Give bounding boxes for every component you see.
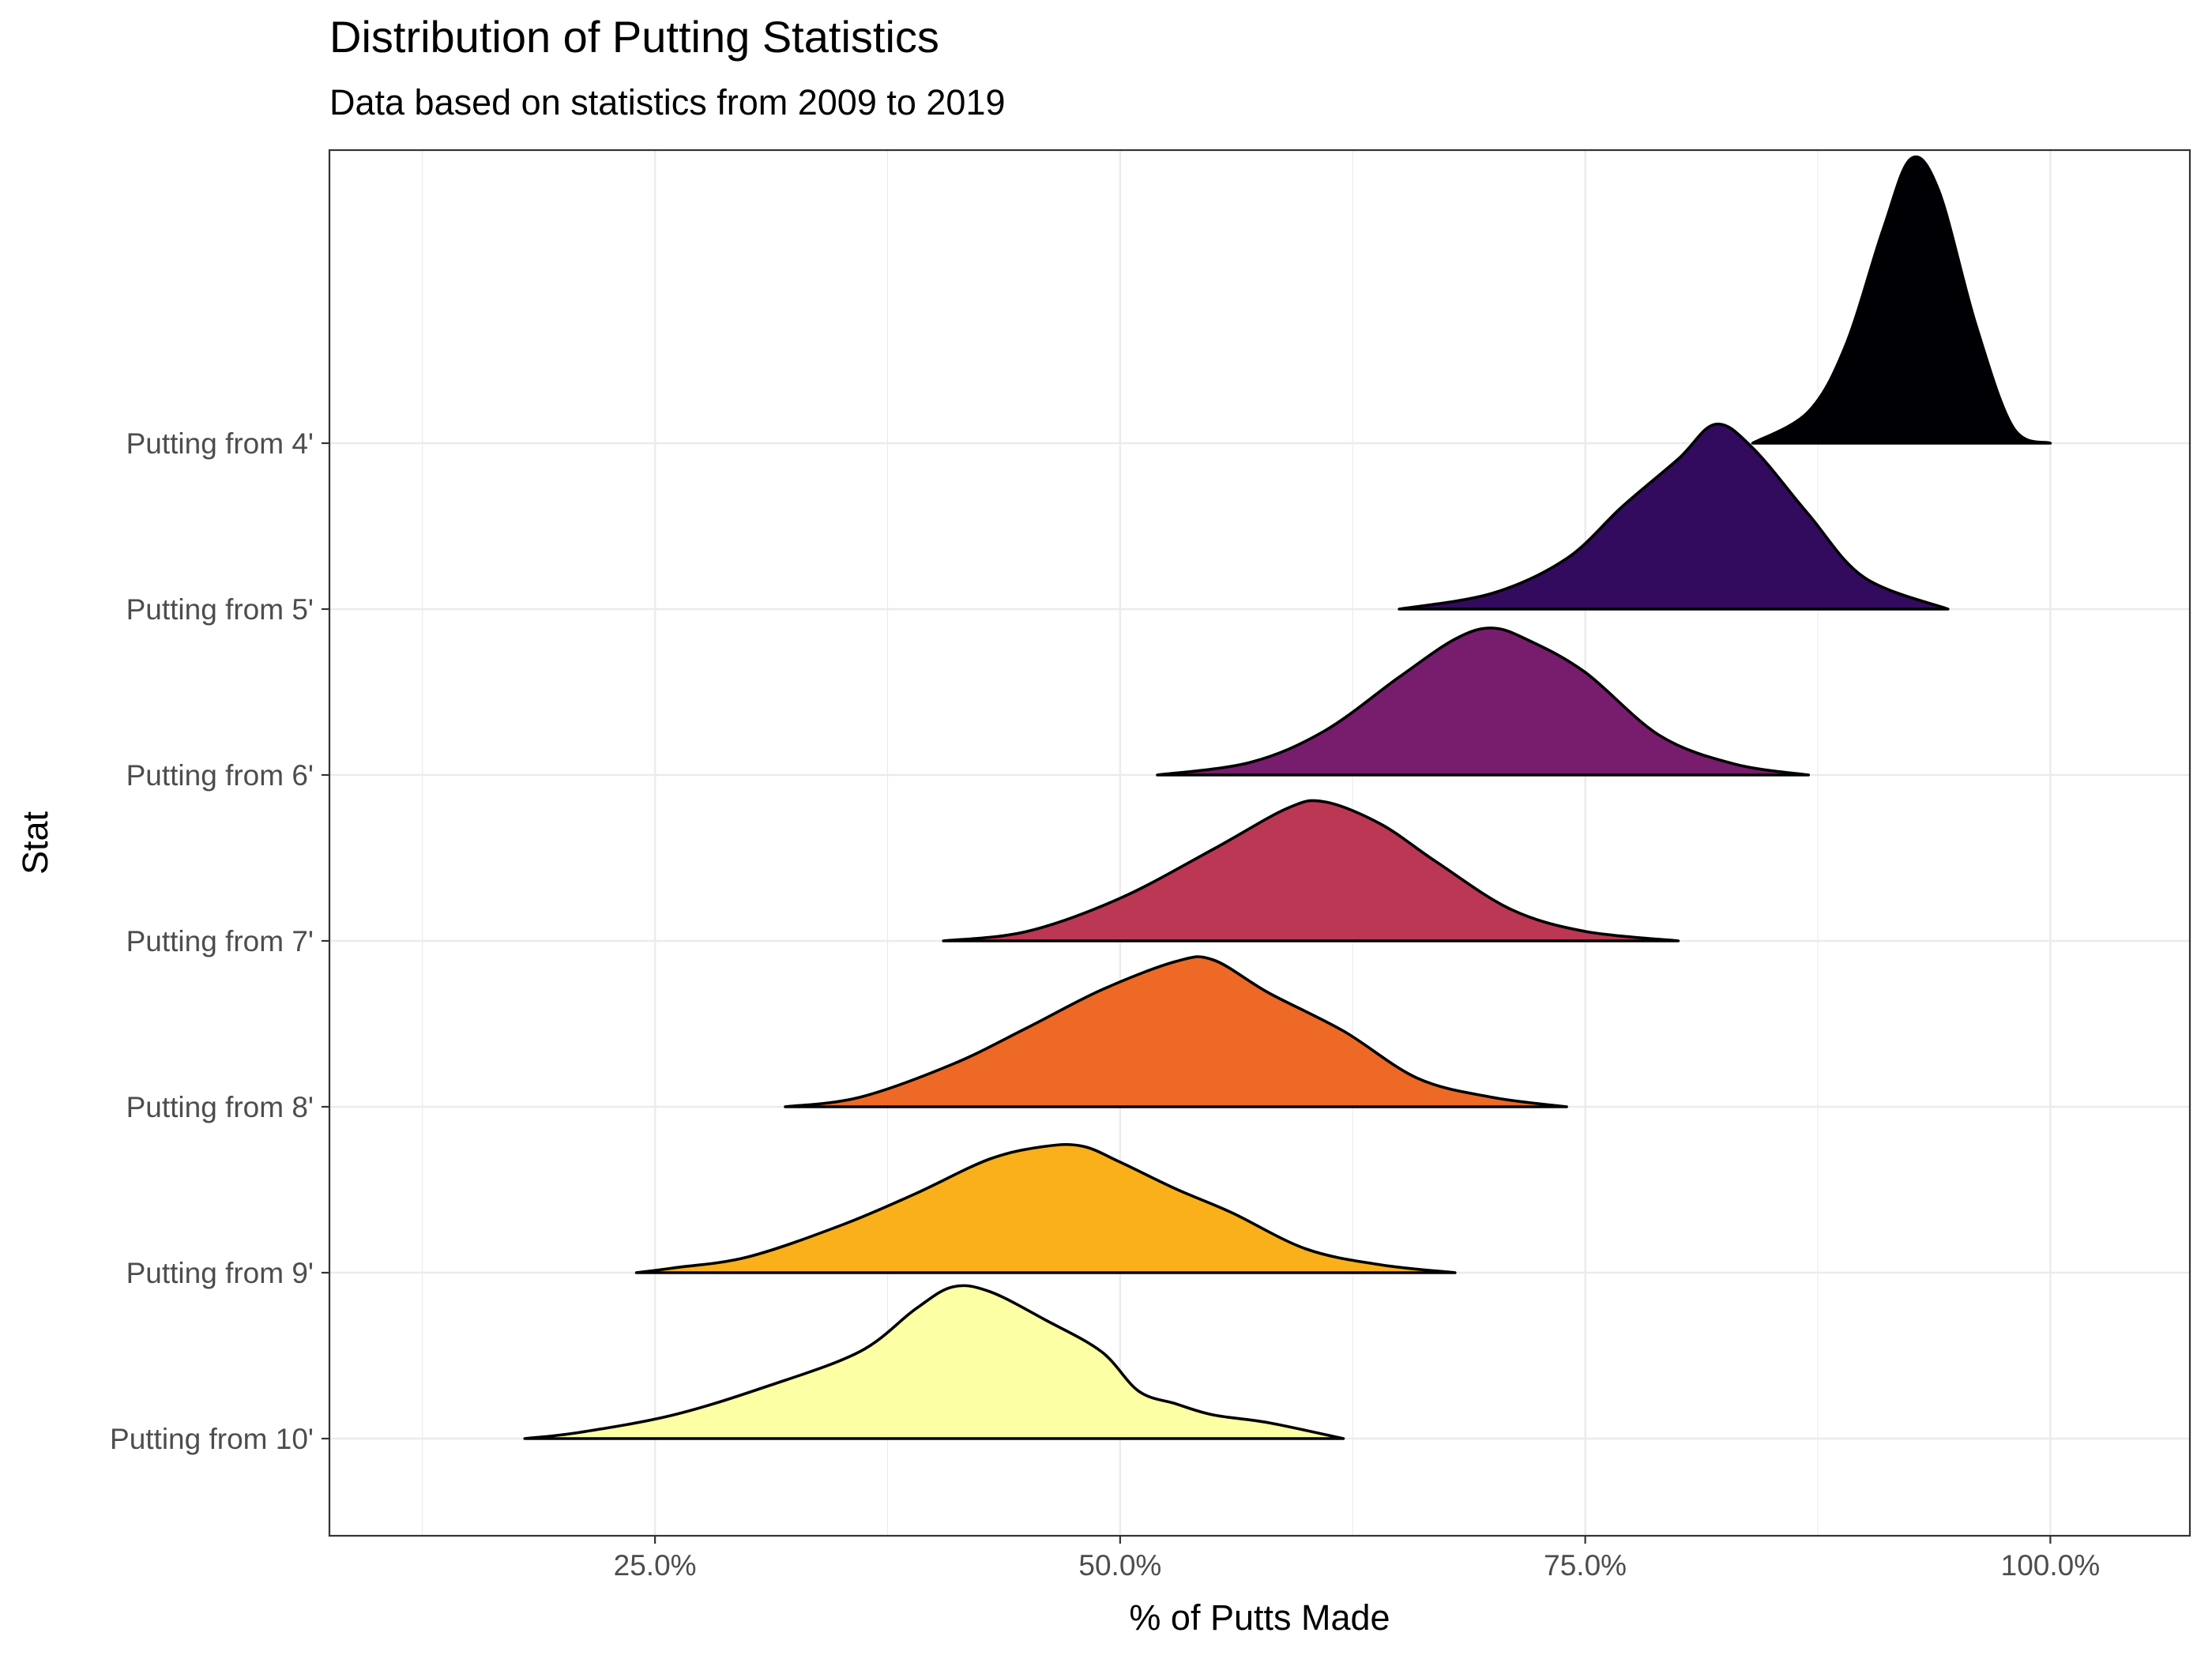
ridges	[523, 155, 2052, 1440]
axes: Putting from 10' Putting from 9' Putting f…	[110, 427, 2100, 1582]
chart-subtitle: Data based on statistics from 2009 to 20…	[329, 82, 1006, 122]
ridge-putting-from-5ft	[1398, 423, 1950, 611]
y-tick-label: Putting from 5'	[126, 593, 314, 626]
ridge-putting-from-7ft	[942, 799, 1680, 942]
y-tick-label: Putting from 8'	[126, 1091, 314, 1123]
y-axis-title: Stat	[15, 811, 55, 875]
x-axis-title: % of Putts Made	[1129, 1597, 1390, 1638]
ridge-putting-from-6ft	[1156, 626, 1811, 777]
y-tick-label: Putting from 4'	[126, 427, 314, 460]
x-tick-label: 50.0%	[1078, 1549, 1161, 1582]
ridge-putting-from-9ft	[634, 1142, 1457, 1274]
y-tick-label: Putting from 10'	[110, 1423, 314, 1455]
y-tick-label: Putting from 9'	[126, 1257, 314, 1289]
y-tick-label: Putting from 6'	[126, 759, 314, 792]
chart-title: Distribution of Putting Statistics	[329, 12, 939, 62]
ridge-putting-from-4ft	[1751, 155, 2052, 445]
x-tick-label: 25.0%	[614, 1549, 697, 1582]
ridge-putting-from-10ft	[523, 1284, 1345, 1440]
plot-border	[328, 149, 2191, 1537]
x-tick-label: 75.0%	[1544, 1549, 1627, 1582]
ridge-putting-from-8ft	[784, 955, 1568, 1108]
y-tick-label: Putting from 7'	[126, 925, 314, 957]
x-tick-label: 100.0%	[2001, 1549, 2101, 1582]
